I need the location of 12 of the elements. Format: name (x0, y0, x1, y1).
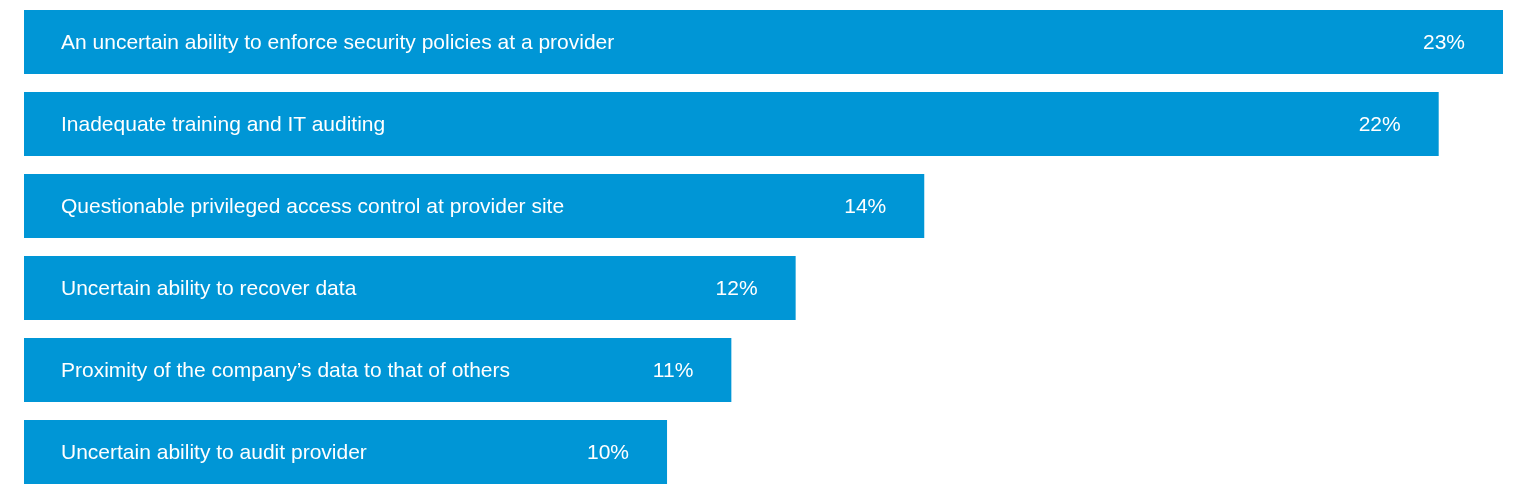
data-label: 23% (1422, 30, 1465, 54)
data-label: 22% (1358, 112, 1401, 136)
y-tick-label: Proximity of the company’s data to that of others (61, 358, 511, 382)
y-tick-label: Questionable privileged access control at provider site (61, 194, 565, 218)
data-label: 10% (587, 440, 630, 464)
data-label: 14% (844, 194, 887, 218)
y-tick-label: Inadequate training and IT auditing (61, 112, 386, 136)
y-tick-label: Uncertain ability to audit provider (61, 440, 367, 464)
y-tick-label: An uncertain ability to enforce security policies at a provider (61, 30, 615, 54)
data-label: 12% (715, 276, 758, 300)
y-tick-label: Uncertain ability to recover data (61, 276, 357, 300)
data-label: 11% (652, 358, 694, 382)
